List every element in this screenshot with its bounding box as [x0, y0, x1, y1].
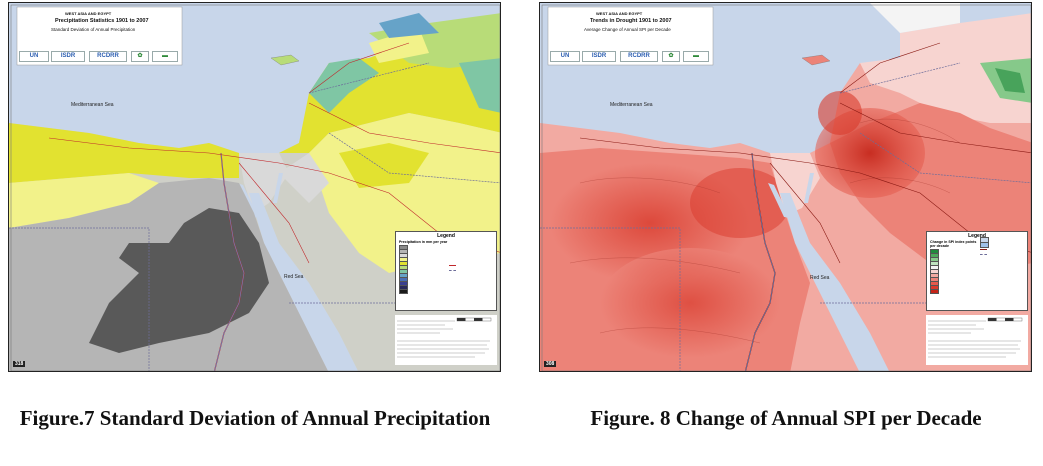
map8-legend-swatch	[930, 289, 977, 295]
map8-legend: Legend Change in SPI index points per de…	[926, 231, 1028, 311]
map7-legend-border-row	[449, 268, 494, 273]
map7-un-logo: UN	[19, 51, 49, 62]
map7-red-sea-label: Red Sea	[284, 274, 304, 280]
map7-partner-logo: ▬	[152, 51, 178, 62]
map7-legend-subtitle: Precipitation in mm per year	[399, 240, 448, 244]
map7-reference-notes	[395, 315, 497, 365]
map7-wfp-logo: ✿	[131, 51, 149, 62]
map7-page-number: 318	[13, 361, 26, 367]
map7-title: Precipitation Statistics 1901 to 2007	[55, 18, 149, 24]
map8-reference-lines	[928, 317, 1023, 358]
map8-isdr-logo: ISDR	[582, 51, 616, 62]
map8-partner-logo: ▬	[683, 51, 709, 62]
map7-legend-swatches	[396, 245, 446, 295]
map7-mediterranean-label: Mediterranean Sea	[71, 102, 114, 108]
map8-mediterranean-label: Mediterranean Sea	[610, 102, 653, 108]
map7-legend-title: Legend	[437, 233, 455, 239]
map7-legend-road-row	[449, 263, 494, 268]
figure7-caption: Figure.7 Standard Deviation of Annual Pr…	[19, 406, 491, 430]
figure8-caption: Figure. 8 Change of Annual SPI per Decad…	[590, 406, 982, 430]
map7-legend-swatch	[399, 289, 446, 295]
map7-region-title: WEST ASIA AND EGYPT	[65, 11, 112, 16]
map7-reference-lines	[397, 317, 492, 358]
map8-title: Trends in Drought 1901 to 2007	[590, 18, 672, 24]
map8-legend-sea-row	[980, 242, 1025, 248]
map8-legend-road-row	[980, 247, 1025, 252]
map8-legend-title: Legend	[968, 233, 986, 239]
map7-isdr-logo: ISDR	[51, 51, 85, 62]
map8-region-title: WEST ASIA AND EGYPT	[596, 11, 643, 16]
map-spi-change: WEST ASIA AND EGYPT Trends in Drought 19…	[539, 2, 1032, 372]
map8-wfp-logo: ✿	[662, 51, 680, 62]
map8-reference-notes	[926, 315, 1028, 365]
map8-legend-subtitle: Change in SPI index points per decade	[930, 240, 977, 248]
map8-un-logo: UN	[550, 51, 580, 62]
map7-rcdrr-logo: RCDRR	[89, 51, 127, 62]
map7-canvas	[9, 3, 500, 371]
map-precipitation-std: WEST ASIA AND EGYPT Precipitation Statis…	[8, 2, 501, 372]
map8-page-number: 308	[544, 361, 557, 367]
map7-subtitle: Standard Deviation of Annual Precipitati…	[51, 27, 136, 32]
map8-legend-border-row	[980, 252, 1025, 257]
map7-legend: Legend Precipitation in mm per year	[395, 231, 497, 311]
map8-subtitle: Average Change of Annual SPI per Decade	[584, 27, 671, 32]
map8-legend-swatches	[927, 249, 977, 295]
map8-red-sea-label: Red Sea	[810, 275, 830, 281]
map8-rcdrr-logo: RCDRR	[620, 51, 658, 62]
